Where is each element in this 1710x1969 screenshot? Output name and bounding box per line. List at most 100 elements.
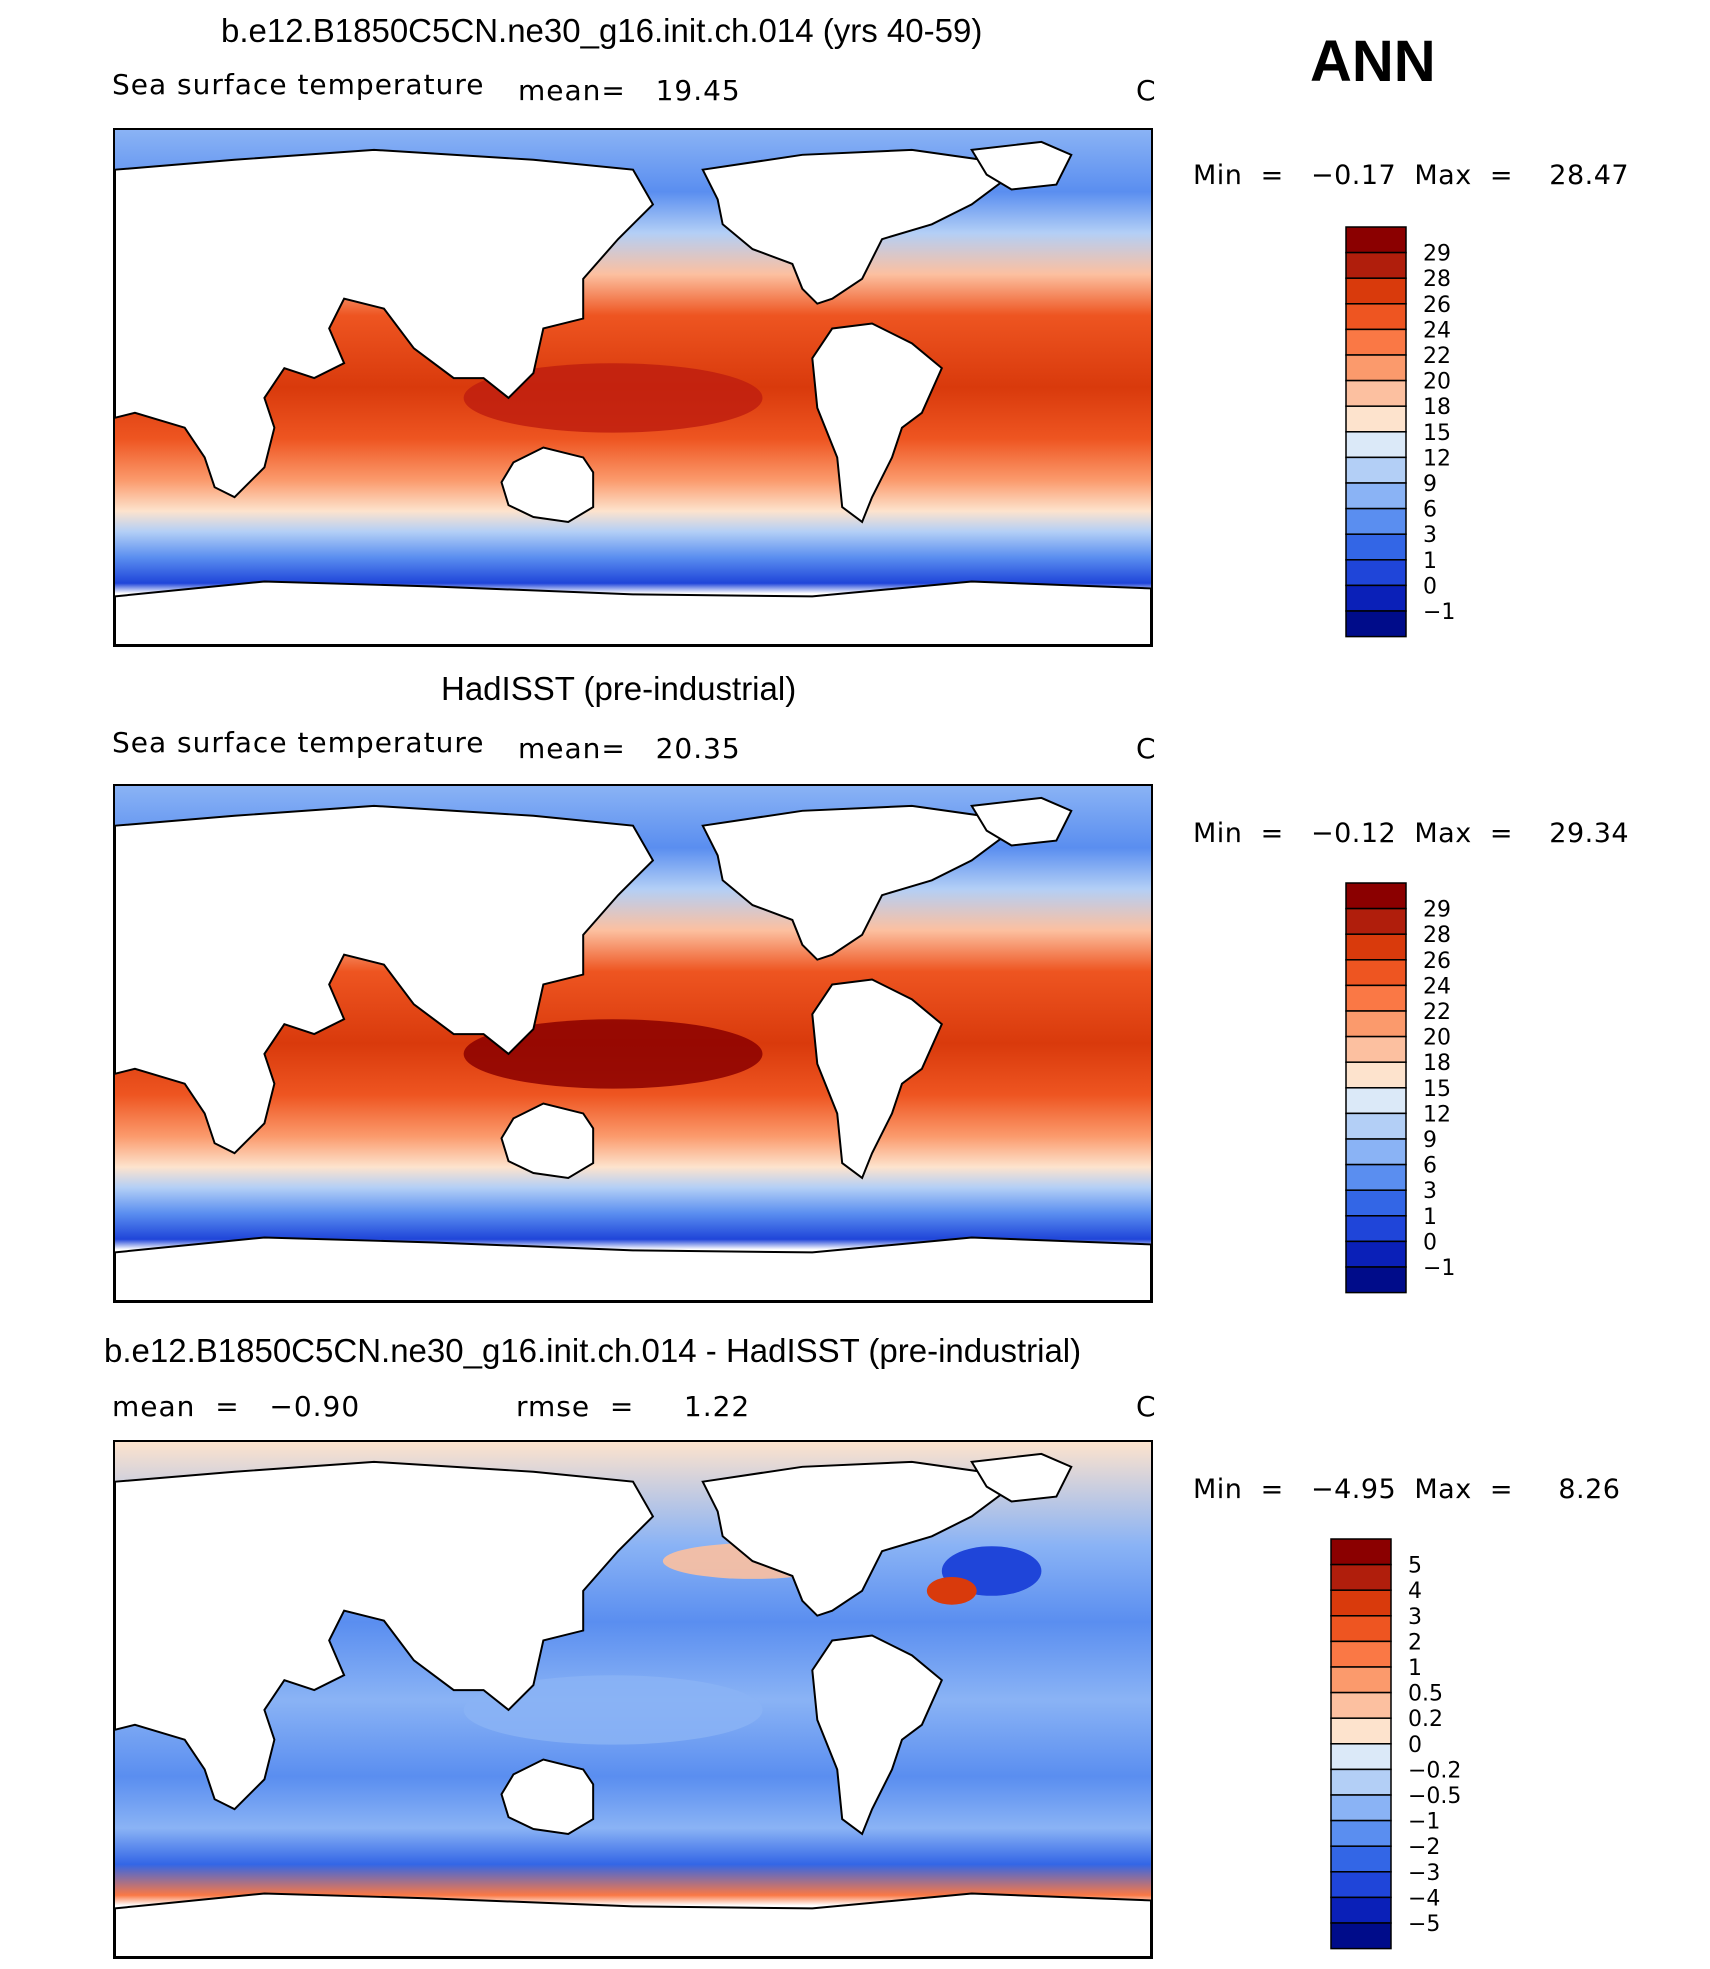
land-outline — [115, 1236, 1151, 1301]
colorbar-swatch — [1330, 1896, 1392, 1924]
colorbar-tick-label: −3 — [1408, 1861, 1440, 1886]
colorbar-tick-label: 22 — [1423, 1000, 1451, 1025]
land-outline — [970, 796, 1073, 847]
colorbar-tick-label: 26 — [1423, 293, 1451, 318]
colorbar-swatch — [1345, 456, 1407, 484]
season-label: ANN — [1310, 29, 1436, 94]
panel-title: b.e12.B1850C5CN.ne30_g16.init.ch.014 - H… — [104, 1332, 1082, 1369]
colorbar: 29 28 26 24 22 20 18 15 12 9 6 3 1 0 −1 — [1345, 882, 1495, 1296]
colorbar-tick-label: 0.2 — [1408, 1707, 1443, 1732]
land-outline — [701, 804, 1014, 961]
colorbar-tick-label: 0 — [1423, 574, 1437, 599]
colorbar-tick-label: 6 — [1423, 1154, 1437, 1179]
colorbar-swatch — [1345, 933, 1407, 961]
colorbar-swatch — [1330, 1589, 1392, 1617]
colorbar-swatch — [1345, 1240, 1407, 1268]
colorbar-swatch — [1345, 882, 1407, 910]
colorbar-tick-label: 9 — [1423, 1128, 1437, 1153]
colorbar-swatch — [1345, 1266, 1407, 1294]
colorbar-swatch — [1345, 1215, 1407, 1243]
colorbar-swatch — [1345, 959, 1407, 987]
colorbar-swatch — [1330, 1845, 1392, 1873]
sst-diff-map — [113, 1440, 1153, 1959]
colorbar-swatch — [1345, 328, 1407, 356]
colorbar: 5 4 3 2 1 0.5 0.2 0 −0.2 −0.5 −1 −2 −3 −4 −5 — [1330, 1538, 1480, 1952]
colorbar-swatch — [1330, 1819, 1392, 1847]
colorbar-swatch — [1345, 1112, 1407, 1140]
colorbar-swatch — [1345, 1061, 1407, 1089]
land-outline — [970, 140, 1073, 191]
colorbar-tick-label: 1 — [1423, 549, 1437, 574]
colorbar-tick-label: 24 — [1423, 974, 1451, 999]
variable-label: Sea surface temperature — [112, 68, 485, 101]
colorbar-swatch — [1345, 379, 1407, 407]
colorbar-tick-label: 3 — [1408, 1605, 1422, 1630]
colorbar-tick-label: 1 — [1423, 1205, 1437, 1230]
land-outline — [970, 1452, 1073, 1503]
colorbar-tick-label: 1 — [1408, 1656, 1422, 1681]
colorbar-tick-label: 20 — [1423, 1026, 1451, 1051]
colorbar-tick-label: 26 — [1423, 949, 1451, 974]
colorbar-tick-label: 5 — [1408, 1554, 1422, 1579]
colorbar: 29 28 26 24 22 20 18 15 12 9 6 3 1 0 −1 — [1345, 226, 1495, 640]
panel-title: b.e12.B1850C5CN.ne30_g16.init.ch.014 (yr… — [221, 12, 983, 49]
colorbar-swatch — [1345, 405, 1407, 433]
colorbar-swatch — [1330, 1691, 1392, 1719]
colorbar-swatch — [1345, 251, 1407, 279]
colorbar-tick-label: 9 — [1423, 472, 1437, 497]
land-outline — [701, 148, 1014, 305]
colorbar-tick-label: −1 — [1423, 600, 1455, 625]
min-max-label: Min = −0.12 Max = 29.34 — [1193, 818, 1630, 849]
colorbar-swatch — [1330, 1717, 1392, 1745]
colorbar-tick-label: −5 — [1408, 1912, 1440, 1937]
colorbar-tick-label: −0.2 — [1408, 1758, 1461, 1783]
land-outline — [115, 1460, 655, 1811]
colorbar-swatch — [1345, 277, 1407, 305]
colorbar-tick-label: 6 — [1423, 498, 1437, 523]
colorbar-swatch — [1345, 1087, 1407, 1115]
land-outline — [500, 446, 595, 523]
land-outline — [115, 1892, 1151, 1957]
colorbar-swatch — [1345, 1035, 1407, 1063]
colorbar-swatch — [1345, 1138, 1407, 1166]
colorbar-swatch — [1345, 482, 1407, 510]
colorbar-tick-label: 12 — [1423, 1102, 1451, 1127]
colorbar-tick-label: 15 — [1423, 421, 1451, 446]
colorbar-swatch — [1330, 1538, 1392, 1566]
colorbar-tick-label: 28 — [1423, 267, 1451, 292]
colorbar-swatch — [1345, 984, 1407, 1012]
land-outline — [811, 322, 944, 524]
unit-label: C — [1136, 732, 1157, 765]
colorbar-swatch — [1330, 1922, 1392, 1950]
colorbar-swatch — [1330, 1768, 1392, 1796]
colorbar-swatch — [1345, 303, 1407, 331]
land-outline — [701, 1460, 1014, 1617]
colorbar-tick-label: −2 — [1408, 1835, 1440, 1860]
land-outline — [811, 978, 944, 1180]
colorbar-tick-label: −1 — [1408, 1810, 1440, 1835]
colorbar-tick-label: −4 — [1408, 1886, 1440, 1911]
mean-stat: mean= 20.35 — [518, 732, 741, 765]
colorbar-swatch — [1345, 1189, 1407, 1217]
colorbar-tick-label: 4 — [1408, 1579, 1422, 1604]
colorbar-swatch — [1330, 1871, 1392, 1899]
land-outline — [811, 1634, 944, 1836]
colorbar-tick-label: −1 — [1423, 1256, 1455, 1281]
colorbar-tick-label: 18 — [1423, 395, 1451, 420]
colorbar-swatch — [1345, 1010, 1407, 1038]
mean-stat: mean = −0.90 — [112, 1390, 361, 1423]
land-outline — [115, 148, 655, 499]
rmse-stat: rmse = 1.22 — [516, 1390, 751, 1423]
colorbar-tick-label: 29 — [1423, 242, 1451, 267]
warm-pool-field — [463, 363, 763, 433]
colorbar-tick-label: 15 — [1423, 1077, 1451, 1102]
land-outline — [115, 580, 1151, 645]
colorbar-swatch — [1345, 226, 1407, 254]
colorbar-swatch — [1330, 1666, 1392, 1694]
colorbar-swatch — [1345, 533, 1407, 561]
land-outline — [500, 1102, 595, 1179]
colorbar-tick-label: 18 — [1423, 1051, 1451, 1076]
colorbar-tick-label: 20 — [1423, 370, 1451, 395]
panel-title: HadISST (pre-industrial) — [441, 670, 797, 707]
colorbar-swatch — [1330, 1640, 1392, 1668]
